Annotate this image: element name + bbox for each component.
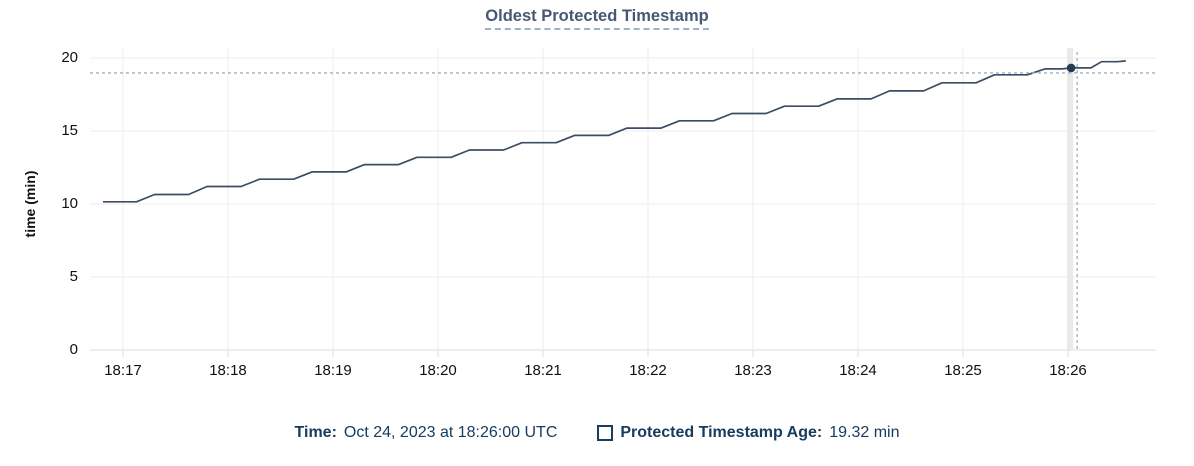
x-tick-label: 18:21 <box>524 362 562 379</box>
x-tick-label: 18:20 <box>419 362 457 379</box>
y-tick-label: 20 <box>61 49 78 66</box>
x-tick-label: 18:24 <box>839 362 877 379</box>
x-tick-label: 18:19 <box>314 362 352 379</box>
x-tick-label: 18:22 <box>629 362 667 379</box>
series-checkbox[interactable] <box>597 424 614 441</box>
hover-band <box>1067 48 1074 350</box>
x-tick-label: 18:26 <box>1049 362 1087 379</box>
hover-data-point[interactable] <box>1066 63 1076 73</box>
y-tick-label: 15 <box>61 122 78 139</box>
y-tick-label: 5 <box>69 268 78 285</box>
legend-gap <box>557 432 597 433</box>
x-tick-label: 18:23 <box>734 362 772 379</box>
x-tick-label: 18:18 <box>209 362 247 379</box>
x-tick-label: 18:17 <box>104 362 142 379</box>
legend-time-value: Oct 24, 2023 at 18:26:00 UTC <box>343 424 558 441</box>
x-tick-label: 18:25 <box>944 362 982 379</box>
chart-title-row: Oldest Protected Timestamp <box>0 7 1194 30</box>
hover-legend: Time: Oct 24, 2023 at 18:26:00 UTC Prote… <box>0 422 1194 443</box>
y-tick-label: 0 <box>69 341 78 358</box>
legend-series-value: 19.32 min <box>829 424 900 441</box>
y-tick-label: 10 <box>61 195 78 212</box>
chart-title[interactable]: Oldest Protected Timestamp <box>485 7 709 30</box>
series-line-protected-timestamp-age <box>103 60 1126 203</box>
legend-series-label: Protected Timestamp Age: <box>620 424 823 441</box>
legend-time-label: Time: <box>294 424 337 441</box>
